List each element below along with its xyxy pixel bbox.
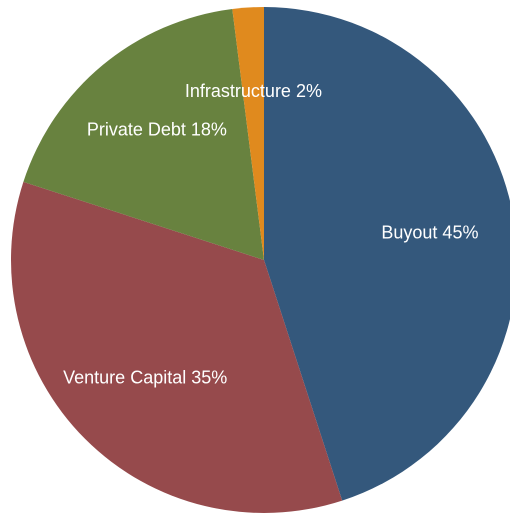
slice-label: Venture Capital 35% [63,368,227,388]
pie-slice [264,7,510,501]
slice-label: Infrastructure 2% [185,81,322,101]
pie-slice [232,7,264,260]
pie-slice [23,8,264,261]
slice-label: Private Debt 18% [87,119,227,139]
pie-slice [10,181,343,513]
slice-label: Buyout 45% [381,222,478,242]
